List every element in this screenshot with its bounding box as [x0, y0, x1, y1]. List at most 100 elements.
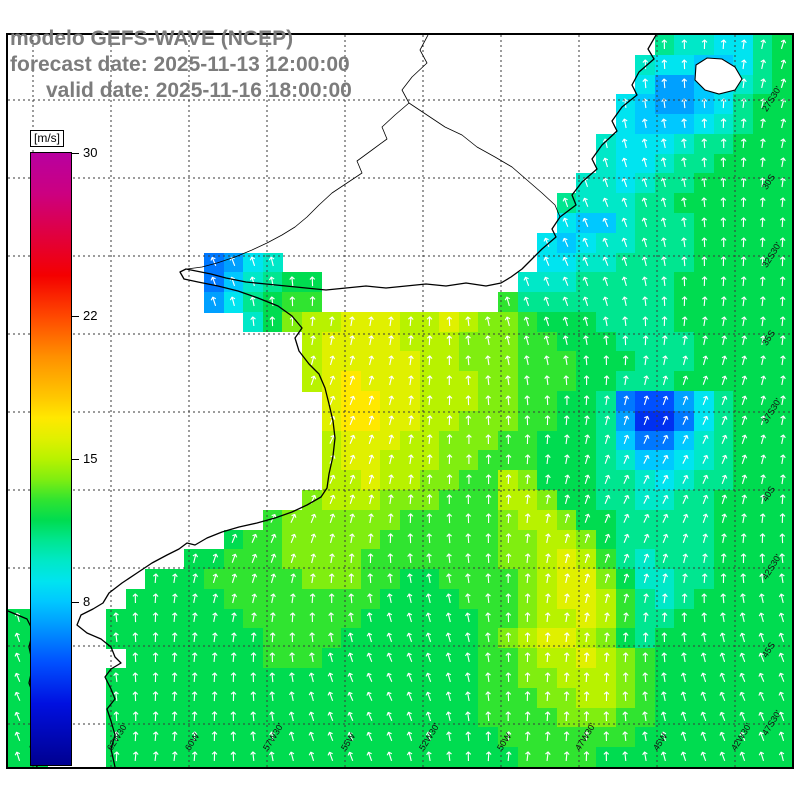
wind-cell: ↑ [302, 648, 323, 669]
wind-cell: ↑ [713, 133, 734, 155]
wind-cell: ↑ [439, 687, 460, 709]
wind-cell: ↑ [360, 371, 382, 392]
wind-cell: ↑ [164, 628, 186, 649]
wind-arrow-icon: ↑ [286, 650, 299, 667]
wind-arrow-icon: ↑ [756, 590, 770, 608]
wind-arrow-icon: ↑ [423, 570, 437, 588]
wind-arrow-icon: ↑ [246, 610, 261, 628]
wind-cell: ↑ [674, 450, 695, 471]
wind-arrow-icon: ↑ [363, 629, 379, 648]
wind-arrow-icon: ↑ [10, 649, 27, 668]
wind-arrow-icon: ↑ [149, 611, 162, 627]
wind-cell: ↑ [204, 628, 225, 649]
colorbar-tick-mark [72, 153, 79, 154]
wind-cell: ↑ [694, 94, 715, 115]
wind-arrow-icon: ↑ [560, 650, 574, 667]
wind-arrow-icon: ↑ [208, 749, 220, 765]
wind-arrow-icon: ↑ [109, 630, 123, 647]
wind-cell: ↑ [341, 450, 362, 471]
wind-arrow-icon: ↑ [560, 413, 574, 429]
wind-cell: ↑ [713, 549, 734, 570]
wind-arrow-icon: ↑ [187, 570, 202, 588]
wind-cell: ↑ [694, 628, 715, 649]
wind-cell: ↑ [419, 588, 440, 610]
wind-cell: ↑ [262, 252, 284, 274]
wind-arrow-icon: ↑ [599, 393, 613, 410]
wind-arrow-icon: ↑ [619, 690, 632, 706]
wind-arrow-icon: ↑ [502, 492, 514, 508]
wind-cell: ↑ [713, 153, 734, 175]
wind-arrow-icon: ↑ [775, 36, 790, 55]
wind-arrow-icon: ↑ [676, 431, 693, 450]
wind-arrow-icon: ↑ [735, 412, 751, 430]
wind-cell: ↑ [400, 608, 421, 630]
wind-arrow-icon: ↑ [402, 649, 418, 668]
wind-arrow-icon: ↑ [619, 314, 633, 331]
wind-arrow-icon: ↑ [580, 670, 593, 687]
wind-cell: ↑ [694, 707, 715, 728]
wind-arrow-icon: ↑ [304, 372, 320, 391]
wind-arrow-icon: ↑ [382, 649, 399, 668]
wind-arrow-icon: ↑ [618, 412, 634, 430]
wind-arrow-icon: ↑ [757, 532, 769, 548]
wind-arrow-icon: ↑ [736, 76, 750, 93]
wind-cell: ↑ [713, 588, 734, 610]
wind-cell: ↑ [302, 608, 323, 630]
wind-arrow-icon: ↑ [678, 591, 691, 607]
wind-arrow-icon: ↑ [344, 313, 359, 331]
wind-cell: ↑ [713, 252, 734, 274]
wind-arrow-icon: ↑ [383, 452, 398, 470]
wind-cell: ↑ [654, 489, 676, 511]
wind-cell: ↑ [204, 292, 225, 313]
wind-cell: ↑ [713, 213, 734, 234]
wind-arrow-icon: ↑ [541, 749, 554, 766]
wind-arrow-icon: ↑ [579, 412, 594, 430]
wind-arrow-icon: ↑ [696, 728, 712, 747]
wind-cell: ↑ [674, 35, 695, 56]
wind-arrow-icon: ↑ [266, 670, 280, 687]
wind-cell: ↑ [635, 331, 656, 353]
wind-arrow-icon: ↑ [384, 532, 397, 548]
wind-arrow-icon: ↑ [442, 590, 457, 608]
wind-arrow-icon: ↑ [265, 550, 281, 569]
wind-arrow-icon: ↑ [462, 669, 476, 687]
wind-arrow-icon: ↑ [717, 610, 731, 628]
wind-cell: ↑ [713, 232, 734, 254]
wind-arrow-icon: ↑ [403, 472, 417, 489]
wind-arrow-icon: ↑ [363, 748, 379, 767]
colorbar-tick-label: 30 [83, 145, 98, 160]
wind-arrow-icon: ↑ [482, 650, 495, 667]
wind-arrow-icon: ↑ [502, 472, 514, 489]
wind-arrow-icon: ↑ [560, 373, 573, 390]
wind-arrow-icon: ↑ [637, 214, 653, 233]
wind-cell: ↑ [674, 311, 695, 333]
wind-arrow-icon: ↑ [776, 215, 789, 232]
wind-cell: ↑ [537, 747, 558, 767]
wind-cell: ↑ [596, 252, 617, 274]
wind-arrow-icon: ↑ [404, 314, 417, 331]
wind-arrow-icon: ↑ [10, 708, 27, 727]
wind-cell: ↑ [164, 727, 186, 748]
wind-cell: ↑ [321, 470, 342, 491]
wind-cell: ↑ [517, 272, 538, 293]
wind-arrow-icon: ↑ [599, 333, 613, 350]
wind-arrow-icon: ↑ [639, 294, 652, 311]
wind-cell: ↑ [537, 371, 558, 392]
wind-cell: ↑ [164, 588, 186, 610]
wind-arrow-icon: ↑ [306, 294, 318, 311]
wind-cell: ↑ [733, 331, 754, 353]
wind-cell: ↑ [576, 410, 597, 432]
wind-cell: ↑ [223, 252, 244, 274]
wind-arrow-icon: ↑ [657, 214, 673, 232]
wind-cell: ↑ [360, 549, 382, 570]
wind-cell: ↑ [615, 569, 636, 590]
wind-cell: ↑ [380, 529, 401, 550]
wind-arrow-icon: ↑ [206, 273, 222, 292]
wind-arrow-icon: ↑ [462, 314, 476, 331]
wind-arrow-icon: ↑ [502, 551, 514, 568]
wind-cell: ↑ [615, 292, 636, 313]
wind-cell: ↑ [282, 727, 303, 748]
wind-cell: ↑ [596, 667, 617, 689]
wind-arrow-icon: ↑ [443, 413, 456, 429]
wind-cell: ↑ [400, 648, 421, 669]
